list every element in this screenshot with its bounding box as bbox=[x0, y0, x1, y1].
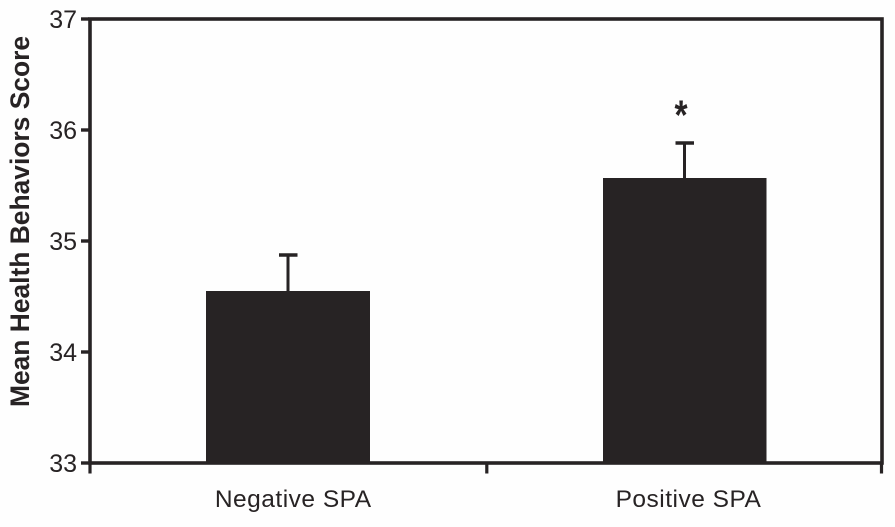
svg-text:33: 33 bbox=[49, 450, 77, 478]
svg-text:37: 37 bbox=[49, 6, 77, 34]
svg-text:Mean Health Behaviors Score: Mean Health Behaviors Score bbox=[5, 36, 35, 407]
svg-text:35: 35 bbox=[49, 228, 77, 256]
svg-text:Negative SPA: Negative SPA bbox=[215, 486, 372, 513]
svg-text:34: 34 bbox=[49, 339, 77, 367]
svg-text:*: * bbox=[674, 93, 687, 139]
svg-text:36: 36 bbox=[49, 117, 77, 145]
svg-text:Positive SPA: Positive SPA bbox=[616, 486, 762, 513]
